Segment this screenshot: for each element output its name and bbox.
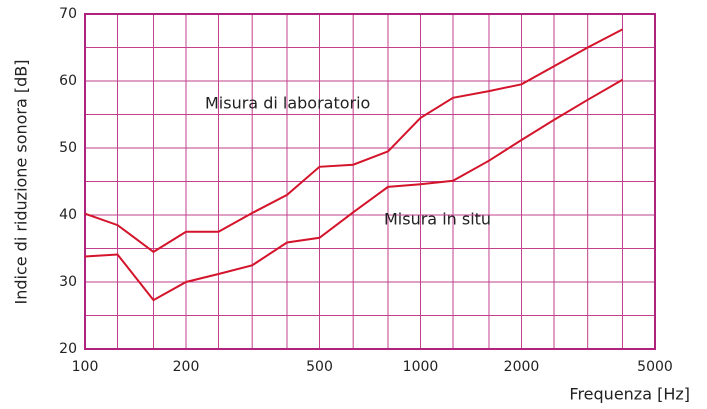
series-label: Misura di laboratorio <box>205 94 370 113</box>
x-tick-label: 5000 <box>637 359 673 375</box>
y-tick-label: 30 <box>59 274 77 290</box>
y-axis-label: Indice di riduzione sonora [dB] <box>12 59 31 304</box>
series-label: Misura in situ <box>384 210 491 229</box>
y-tick-label: 50 <box>59 140 77 156</box>
y-tick-label: 40 <box>59 207 77 223</box>
x-tick-label: 500 <box>306 359 333 375</box>
series-line <box>84 78 624 302</box>
y-tick-label: 70 <box>59 6 77 22</box>
x-tick-label: 100 <box>72 359 99 375</box>
x-tick-label: 2000 <box>504 359 540 375</box>
series-line <box>84 28 623 254</box>
x-axis-label: Frequenza [Hz] <box>569 385 690 404</box>
x-tick-label: 200 <box>173 359 200 375</box>
x-tick-label: 1000 <box>403 359 439 375</box>
plot-frame <box>84 13 656 350</box>
y-tick-label: 60 <box>59 73 77 89</box>
y-tick-label: 20 <box>59 341 77 357</box>
